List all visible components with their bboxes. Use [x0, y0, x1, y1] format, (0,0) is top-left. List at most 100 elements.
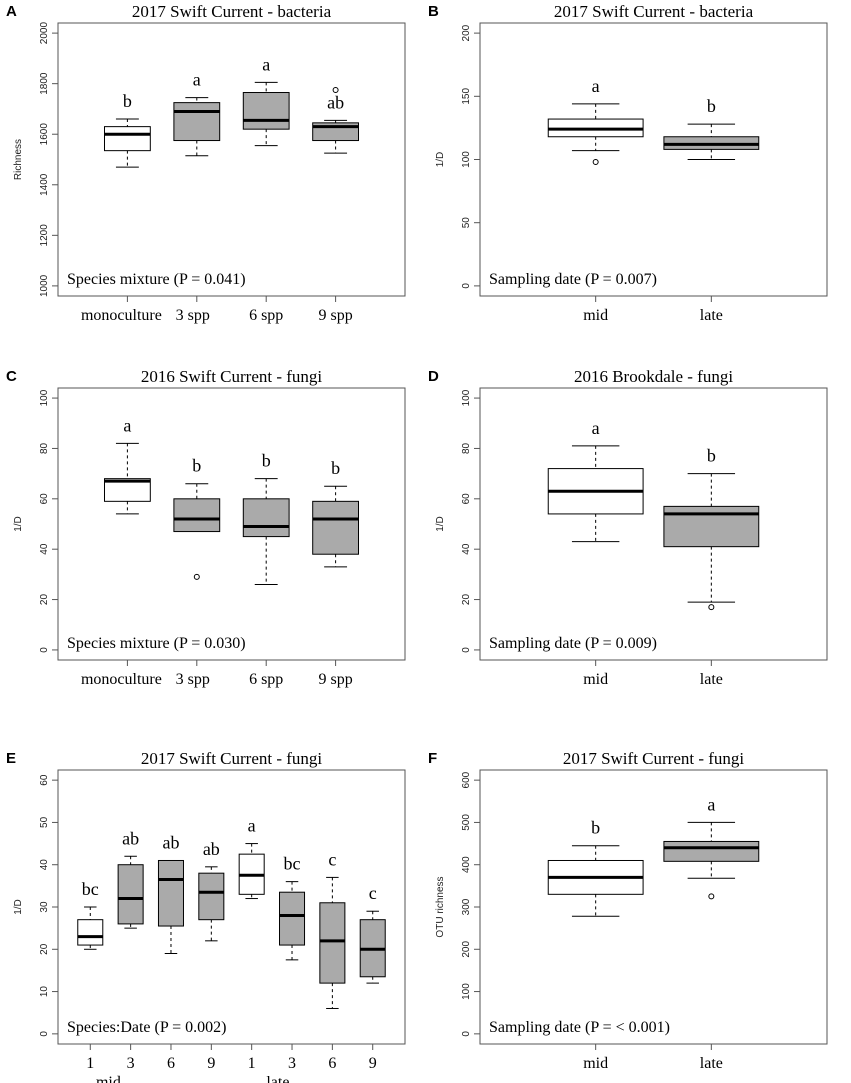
x-tick-label: 3	[127, 1055, 135, 1072]
panel-letter: F	[428, 750, 437, 767]
y-tick-label: 0	[461, 283, 472, 289]
box-2: a	[173, 70, 221, 157]
stat-annotation: Sampling date (P = < 0.001)	[489, 1019, 670, 1036]
stat-annotation: Sampling date (P = 0.007)	[489, 271, 657, 288]
significance-letter: b	[192, 456, 201, 476]
x-tick-label: 1	[248, 1055, 256, 1072]
outlier-point	[592, 159, 599, 166]
y-tick-label: 150	[461, 88, 472, 105]
y-axis-label: 1/D	[13, 899, 24, 915]
x-tick-label: 3 spp	[176, 307, 210, 324]
iqr-box	[77, 919, 104, 946]
significance-letter: ab	[203, 839, 220, 859]
box-4: ab	[198, 839, 225, 942]
y-tick-label: 0	[39, 1031, 50, 1037]
plot-frame	[479, 769, 828, 1045]
box-4: b	[312, 458, 360, 568]
y-tick-label: 100	[461, 151, 472, 168]
panel-f: F 2017 Swift Current - fungi 0 100 200 300 400…	[428, 749, 828, 1072]
y-tick-label: 60	[39, 774, 50, 786]
x-tick-label: late	[700, 1055, 723, 1072]
y-axis-label: 1/D	[435, 152, 446, 168]
y-axis-label: 1/D	[435, 516, 446, 532]
significance-letter: b	[262, 451, 271, 471]
stat-annotation: Species mixture (P = 0.030)	[67, 635, 246, 652]
significance-letter: c	[328, 849, 336, 869]
y-tick-label: 30	[39, 901, 50, 913]
iqr-box	[198, 872, 225, 921]
iqr-box	[319, 902, 346, 984]
iqr-box	[279, 891, 306, 946]
panels: A 2017 Swift Current - bacteria1000120014…	[6, 2, 828, 1083]
plot-frame	[57, 387, 406, 661]
y-axis-label: Richness	[13, 139, 24, 180]
x-tick-label: 6 spp	[249, 307, 283, 324]
x-tick-label: mid	[583, 307, 608, 324]
y-tick-label: 20	[39, 943, 50, 955]
significance-letter: c	[369, 883, 377, 903]
box-3: b	[242, 451, 290, 585]
y-tick-label: 40	[39, 859, 50, 871]
panel-letter: E	[6, 750, 16, 767]
plot-frame	[57, 22, 406, 297]
y-tick-label: 10	[39, 986, 50, 998]
box-8: c	[359, 883, 386, 984]
outlier-point	[708, 893, 715, 900]
x-group-label: mid	[96, 1074, 121, 1083]
panel-d: D 2016 Brookdale - fungi 0 20 40 60 80 100 1/D a m…	[428, 367, 828, 688]
panel-title: 2017 Swift Current - fungi	[141, 749, 323, 768]
box-2: b	[663, 96, 760, 160]
iqr-box	[242, 498, 290, 538]
y-tick-label: 60	[39, 493, 50, 505]
y-tick-label: 600	[461, 771, 472, 788]
outlier-point	[708, 604, 715, 611]
y-axis-label: 1/D	[13, 516, 24, 532]
significance-letter: a	[123, 415, 131, 435]
y-tick-label: 40	[39, 543, 50, 555]
x-tick-label: late	[700, 307, 723, 324]
significance-letter: a	[707, 794, 715, 814]
y-tick-label: 1600	[39, 123, 50, 146]
box-2: ab	[117, 828, 144, 929]
significance-letter: a	[592, 418, 600, 438]
significance-letter: bc	[284, 854, 301, 874]
x-tick-label: monoculture	[81, 307, 162, 324]
x-tick-label: 3	[288, 1055, 296, 1072]
significance-letter: b	[707, 96, 716, 116]
y-tick-label: 0	[461, 1031, 472, 1037]
significance-letter: b	[707, 446, 716, 466]
panel-letter: D	[428, 368, 439, 385]
stat-annotation: Sampling date (P = 0.009)	[489, 635, 657, 652]
significance-letter: b	[123, 91, 132, 111]
y-tick-label: 80	[461, 442, 472, 454]
y-tick-label: 1800	[39, 72, 50, 95]
y-tick-label: 1400	[39, 173, 50, 196]
box-1: a	[547, 418, 644, 543]
y-tick-label: 50	[39, 816, 50, 828]
significance-letter: a	[193, 70, 201, 90]
iqr-box	[157, 859, 184, 927]
box-2: b	[173, 456, 221, 580]
x-tick-label: 6 spp	[249, 671, 283, 688]
y-tick-label: 300	[461, 898, 472, 915]
box-4: ab	[312, 86, 360, 154]
y-axis-label: OTU richness	[435, 876, 446, 937]
x-tick-label: 1	[86, 1055, 94, 1072]
y-tick-label: 500	[461, 814, 472, 831]
y-tick-label: 80	[39, 442, 50, 454]
box-7: c	[319, 849, 346, 1009]
y-tick-label: 20	[461, 594, 472, 606]
box-6: bc	[279, 854, 306, 961]
y-tick-label: 200	[461, 24, 472, 41]
y-tick-label: 200	[461, 941, 472, 958]
panel-title: 2017 Swift Current - bacteria	[132, 2, 332, 21]
x-tick-label: 6	[328, 1055, 336, 1072]
significance-letter: bc	[82, 879, 99, 899]
y-tick-label: 100	[461, 389, 472, 406]
panel-letter: B	[428, 3, 439, 20]
panel-b: B 2017 Swift Current - bacteria 0 50 100 150 2…	[428, 2, 828, 324]
y-tick-label: 0	[39, 647, 50, 653]
y-tick-label: 20	[39, 594, 50, 606]
significance-letter: a	[248, 816, 256, 836]
